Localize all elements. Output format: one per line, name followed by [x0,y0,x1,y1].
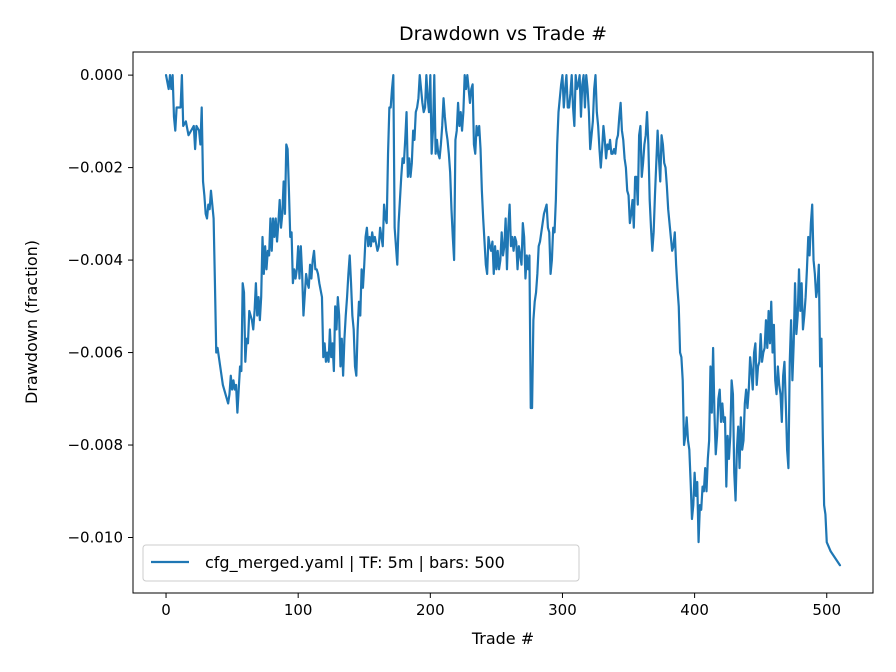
x-tick-label: 400 [680,601,709,619]
y-tick-label: −0.004 [67,251,123,269]
y-tick-label: −0.006 [67,344,123,362]
y-axis-label: Drawdown (fraction) [22,240,41,404]
legend: cfg_merged.yaml | TF: 5m | bars: 500 [142,544,580,582]
legend-box [142,544,580,582]
y-axis: 0.000 −0.002 −0.004 −0.006 −0.008 −0.010 [67,66,133,547]
y-tick-label: −0.008 [67,436,123,454]
plot-area [133,52,873,593]
y-tick-label: −0.010 [67,529,123,547]
y-tick-label: −0.002 [67,159,123,177]
x-axis: 0 100 200 300 400 500 [161,593,841,619]
x-tick-label: 300 [548,601,577,619]
chart-title: Drawdown vs Trade # [399,23,607,45]
series-line-0 [164,74,842,567]
legend-label: cfg_merged.yaml | TF: 5m | bars: 500 [205,553,505,573]
x-axis-label: Trade # [471,629,534,648]
x-tick-label: 0 [161,601,171,619]
x-tick-label: 100 [284,601,313,619]
series-layer [164,74,842,567]
x-tick-label: 500 [812,601,841,619]
axes-frame [132,51,874,594]
x-tick-label: 200 [416,601,445,619]
y-tick-label: 0.000 [80,66,123,84]
